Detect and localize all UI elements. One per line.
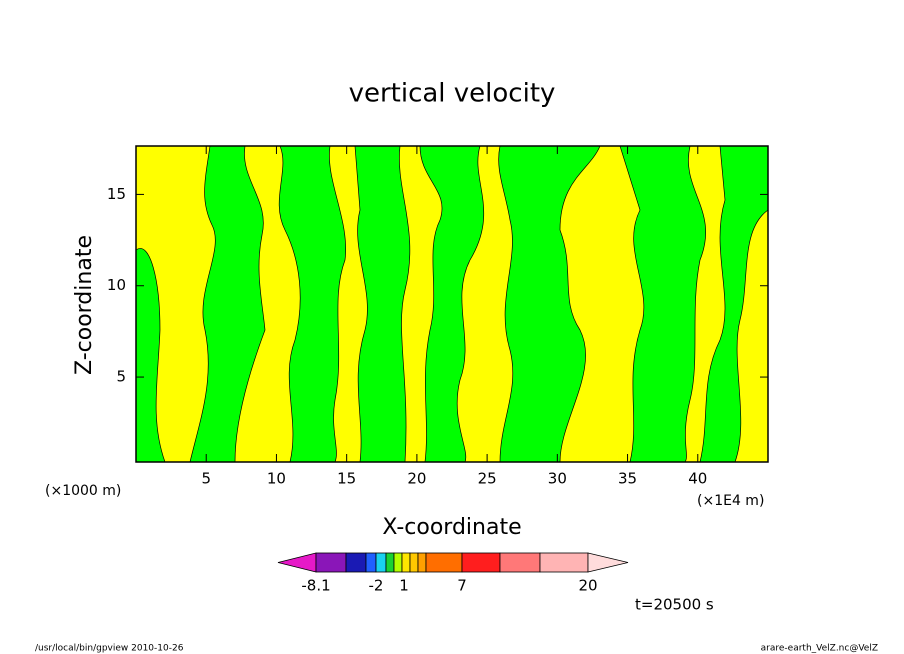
x-tick-label: 10 [267, 470, 286, 488]
x-tick-label: 5 [201, 470, 211, 488]
colorbar-tick-label: -8.1 [301, 577, 330, 595]
colorbar-cell [539, 552, 589, 573]
contour-field [135, 145, 769, 463]
field-region [498, 145, 601, 463]
x-tick-label: 40 [688, 470, 707, 488]
field-regions [135, 145, 769, 463]
x-tick-label: 35 [618, 470, 637, 488]
colorbar-cell [393, 552, 403, 573]
annotation: t=20500 s [635, 596, 714, 614]
colorbar-cell [365, 552, 377, 573]
chart-title: vertical velocity [349, 79, 556, 109]
colorbar-cell [315, 552, 347, 573]
colorbar-cell [401, 552, 411, 573]
colorbar-cell [417, 552, 427, 573]
colorbar-cell [345, 552, 367, 573]
colorbar-cell [499, 552, 541, 573]
plot-frame [135, 145, 769, 463]
x-tick-label: 15 [337, 470, 356, 488]
colorbar-tick-label: 1 [399, 577, 409, 595]
footer-left: /usr/local/bin/gpview 2010-10-26 [35, 644, 184, 654]
colorbar-cell [425, 552, 463, 573]
x-tick-label: 25 [478, 470, 497, 488]
field-region [619, 145, 706, 463]
y-tick-label: 10 [107, 276, 126, 294]
y-tick-label: 5 [116, 368, 126, 386]
y-tick-label: 15 [107, 185, 126, 203]
x-tick-label: 30 [548, 470, 567, 488]
x-unit-label: (×1E4 m) [697, 493, 764, 509]
colorbar-tick-label: 20 [578, 577, 597, 595]
footer-right: arare-earth_VelZ.nc@VelZ [761, 644, 878, 654]
colorbar-tick-label: 7 [457, 577, 467, 595]
y-unit-label: (×1000 m) [45, 483, 121, 499]
x-tick-label: 20 [407, 470, 426, 488]
colorbar-cell [587, 552, 629, 573]
colorbar-cell [461, 552, 501, 573]
x-axis-label: X-coordinate [382, 515, 521, 540]
colorbar-cell [409, 552, 419, 573]
colorbar-tick-label: -2 [369, 577, 384, 595]
colorbar-cell [385, 552, 395, 573]
colorbar-cell [277, 552, 317, 573]
field-region [135, 248, 166, 463]
colorbar-cell [375, 552, 387, 573]
y-axis-label: Z-coordinate [72, 235, 97, 375]
